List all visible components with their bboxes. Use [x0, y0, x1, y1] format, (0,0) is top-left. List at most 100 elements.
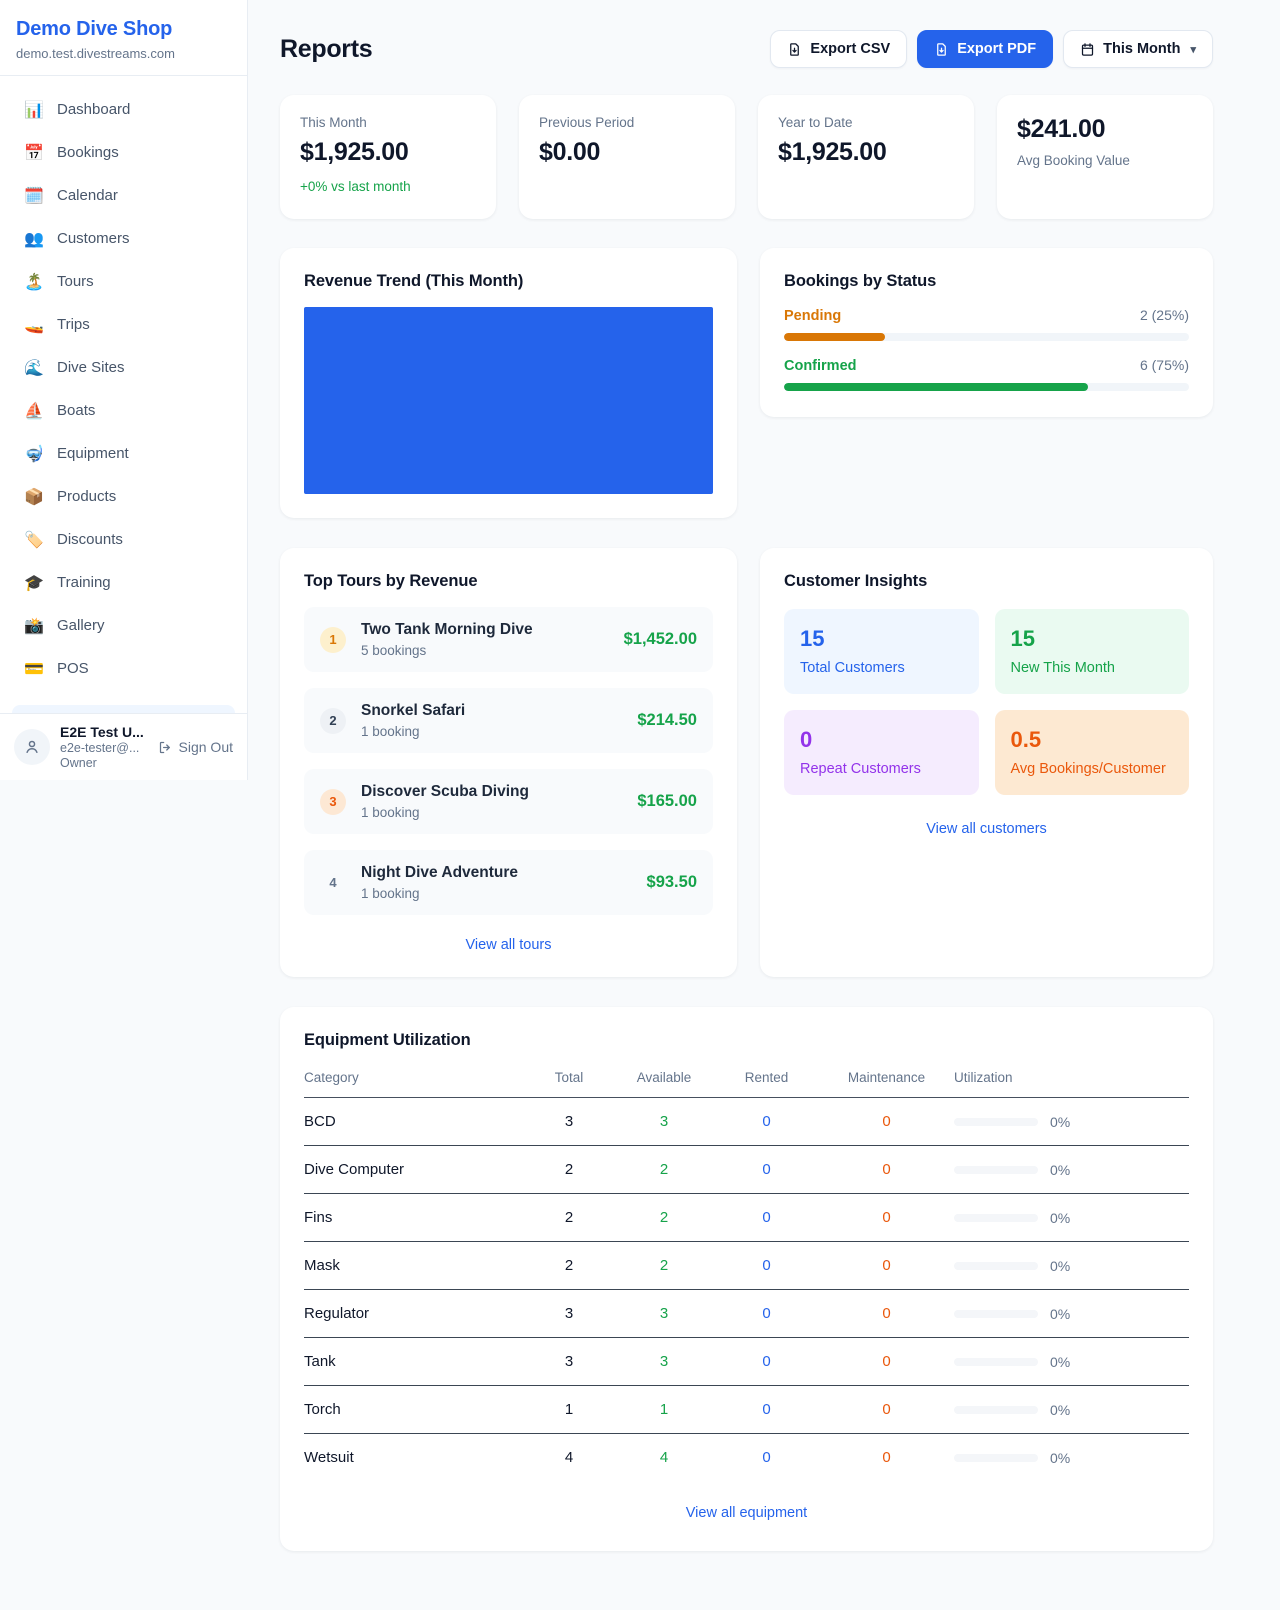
- stats-row: This Month $1,925.00 +0% vs last month P…: [280, 95, 1213, 219]
- utilization-percent: 0%: [1050, 1161, 1071, 1178]
- table-row: Fins 2 2 0 0 0%: [304, 1194, 1189, 1242]
- sidebar-item-calendar[interactable]: 🗓️ Calendar: [12, 174, 235, 217]
- equipment-available: 1: [659, 1401, 669, 1418]
- export-pdf-label: Export PDF: [957, 41, 1037, 57]
- status-label: Confirmed: [784, 358, 857, 374]
- table-row: Regulator 3 3 0 0 0%: [304, 1290, 1189, 1338]
- tour-amount: $93.50: [646, 873, 697, 891]
- sidebar-item-dive-sites[interactable]: 🌊 Dive Sites: [12, 346, 235, 389]
- topbar: Reports Export CSV Export PDF: [280, 30, 1213, 68]
- stat-card-this-month: This Month $1,925.00 +0% vs last month: [280, 95, 496, 219]
- equipment-rented: 0: [762, 1401, 771, 1418]
- equipment-rented: 0: [762, 1257, 771, 1274]
- equipment-maintenance: 0: [882, 1209, 891, 1226]
- equipment-rented: 0: [762, 1113, 771, 1130]
- sidebar-item-dashboard[interactable]: 📊 Dashboard: [12, 88, 235, 131]
- view-all-customers-link[interactable]: View all customers: [926, 821, 1047, 837]
- tour-amount: $1,452.00: [623, 630, 697, 648]
- rank-badge: 4: [329, 875, 337, 890]
- view-all-tours-link[interactable]: View all tours: [465, 937, 552, 953]
- equipment-category: Wetsuit: [304, 1449, 354, 1466]
- sidebar-item-label: POS: [57, 660, 89, 677]
- shop-name: Demo Dive Shop: [16, 18, 173, 40]
- status-progress-fill: [784, 383, 1088, 391]
- utilization-track: [954, 1213, 1038, 1222]
- sidebar-item-boats[interactable]: ⛵ Boats: [12, 389, 235, 432]
- view-all-equipment-link[interactable]: View all equipment: [685, 1505, 808, 1521]
- sidebar-item-label: Training: [57, 574, 111, 591]
- bookings-by-status-card: Bookings by Status Pending 2 (25%) Confi…: [760, 248, 1213, 417]
- utilization-track: [954, 1261, 1038, 1270]
- sidebar-item-gallery[interactable]: 📸 Gallery: [12, 604, 235, 647]
- stat-value: $0.00: [539, 138, 601, 166]
- revenue-trend-card: Revenue Trend (This Month): [280, 248, 737, 518]
- sidebar-item-equipment[interactable]: 🤿 Equipment: [12, 432, 235, 475]
- sidebar: Demo Dive Shop demo.test.divestreams.com…: [0, 0, 248, 780]
- equipment-category: Regulator: [304, 1305, 370, 1322]
- chevron-down-icon: ▾: [1190, 43, 1196, 56]
- sidebar-item-tours[interactable]: 🏝️ Tours: [12, 260, 235, 303]
- status-count: 6 (75%): [1139, 357, 1189, 373]
- sidebar-item-trips[interactable]: 🚤 Trips: [12, 303, 235, 346]
- tile-value: 0.5: [1010, 727, 1042, 752]
- sidebar-item-label: Products: [57, 488, 117, 505]
- stat-card-previous-period: Previous Period $0.00: [519, 95, 735, 219]
- export-csv-button[interactable]: Export CSV: [770, 30, 908, 68]
- period-label: This Month: [1103, 41, 1181, 57]
- utilization-track: [954, 1165, 1038, 1174]
- stat-label: This Month: [300, 115, 367, 130]
- tile-value: 15: [800, 626, 825, 651]
- export-pdf-button[interactable]: Export PDF: [917, 30, 1054, 68]
- col-rented: Rented: [744, 1070, 789, 1085]
- bookings-by-status-title: Bookings by Status: [784, 272, 937, 290]
- top-tours-title: Top Tours by Revenue: [304, 572, 478, 590]
- equipment-available: 3: [659, 1305, 669, 1322]
- utilization-percent: 0%: [1050, 1209, 1071, 1226]
- topbar-actions: Export CSV Export PDF This Month ▾: [770, 30, 1213, 68]
- user-email: e2e-tester@...: [60, 741, 140, 755]
- sidebar-item-pos[interactable]: 💳 POS: [12, 647, 235, 690]
- table-row: Wetsuit 4 4 0 0 0%: [304, 1434, 1189, 1481]
- active-nav-item-partial[interactable]: [12, 705, 235, 713]
- sidebar-item-label: Calendar: [57, 187, 118, 204]
- equipment-available: 3: [659, 1353, 669, 1370]
- sidebar-item-customers[interactable]: 👥 Customers: [12, 217, 235, 260]
- equipment-rented: 0: [762, 1209, 771, 1226]
- equipment-total: 4: [564, 1449, 574, 1466]
- equipment-total: 2: [564, 1209, 574, 1226]
- equipment-rented: 0: [762, 1161, 771, 1178]
- utilization-cell: 0%: [954, 1450, 1189, 1466]
- sidebar-item-products[interactable]: 📦 Products: [12, 475, 235, 518]
- equipment-utilization-title: Equipment Utilization: [304, 1031, 471, 1049]
- table-row: Dive Computer 2 2 0 0 0%: [304, 1146, 1189, 1194]
- sidebar-item-discounts[interactable]: 🏷️ Discounts: [12, 518, 235, 561]
- equipment-rented: 0: [762, 1305, 771, 1322]
- sidebar-item-training[interactable]: 🎓 Training: [12, 561, 235, 604]
- wave-icon: 🌊: [24, 359, 44, 377]
- status-label: Pending: [784, 308, 842, 324]
- table-header-row: Category Total Available Rented Maintena…: [304, 1070, 1189, 1098]
- rank-badge: 3: [320, 788, 346, 815]
- sidebar-item-bookings[interactable]: 📅 Bookings: [12, 131, 235, 174]
- sign-out-button[interactable]: Sign Out: [158, 739, 233, 755]
- tile-value: 15: [1010, 626, 1035, 651]
- status-count: 2 (25%): [1139, 307, 1189, 323]
- tour-amount: $214.50: [637, 711, 697, 729]
- tour-bookings: 5 bookings: [361, 643, 427, 658]
- sailboat-icon: ⛵: [24, 402, 44, 420]
- col-available: Available: [636, 1070, 692, 1085]
- equipment-maintenance: 0: [882, 1401, 891, 1418]
- equipment-total: 3: [564, 1305, 574, 1322]
- period-dropdown[interactable]: This Month ▾: [1063, 30, 1213, 68]
- stat-label: Avg Booking Value: [1017, 153, 1130, 168]
- person-icon: [26, 740, 38, 753]
- equipment-maintenance: 0: [882, 1305, 891, 1322]
- user-name: E2E Test U...: [60, 724, 144, 740]
- equipment-category: Tank: [304, 1353, 336, 1370]
- sidebar-item-label: Equipment: [57, 445, 129, 462]
- camera-icon: 📸: [24, 617, 44, 635]
- equipment-available: 4: [659, 1449, 669, 1466]
- file-download-icon: [937, 42, 947, 56]
- equipment-available: 3: [659, 1113, 669, 1130]
- sidebar-item-label: Bookings: [57, 144, 119, 161]
